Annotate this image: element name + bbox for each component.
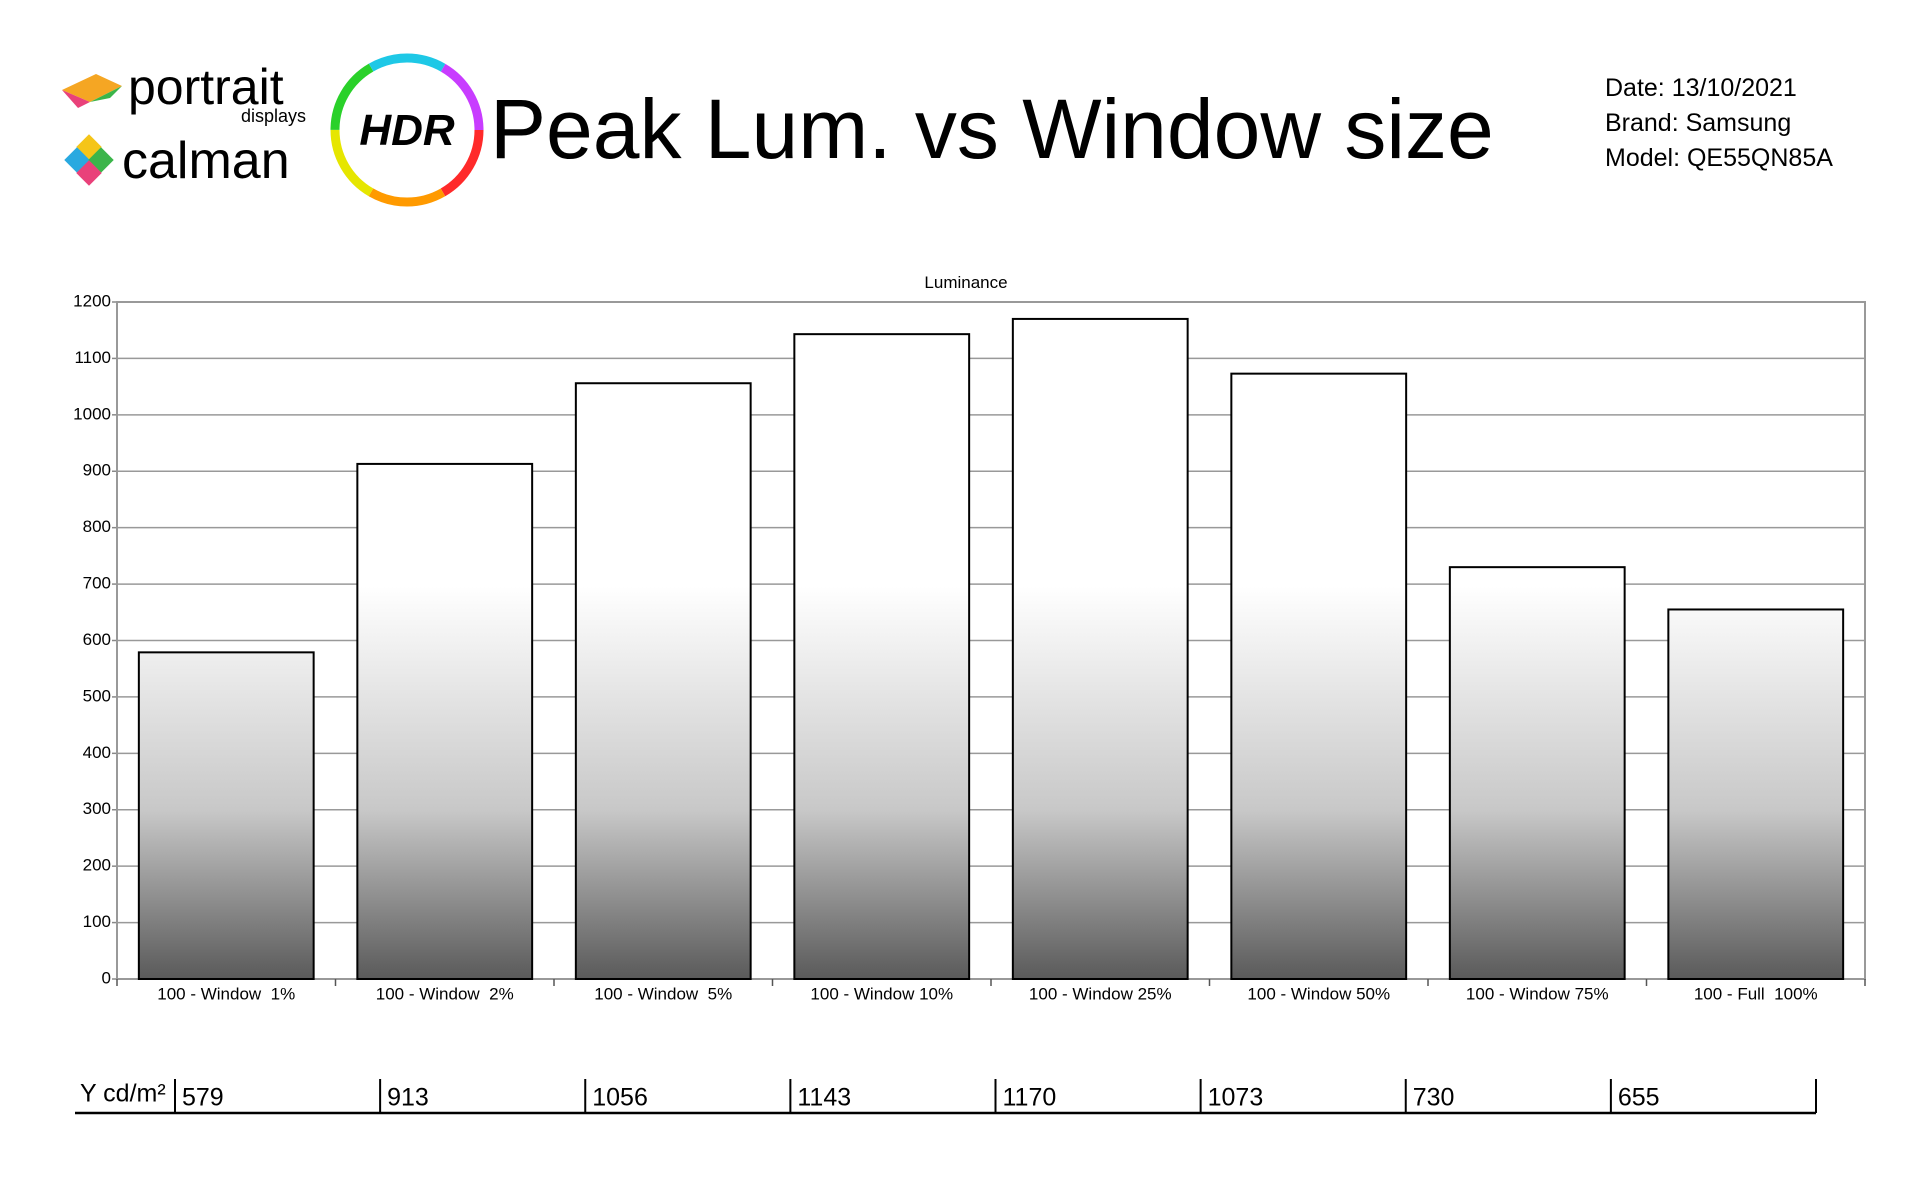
x-tick-label: 100 - Full 100% [1694,984,1818,1003]
page-title: Peak Lum. vs Window size [490,82,1494,176]
info-line: Date: 13/10/2021 [1605,74,1797,102]
table-value: 579 [182,1084,224,1112]
table-label: Y cd/m² [80,1080,166,1108]
bar [574,382,752,980]
bar [793,333,971,981]
logo-portrait: portrait displays [62,59,306,126]
x-tick-label: 100 - Window 10% [810,984,953,1003]
ring-arc [330,53,484,207]
y-tick-label: 1000 [73,404,111,423]
table-value: 1143 [797,1084,851,1112]
y-tick-label: 100 [83,912,111,931]
x-tick-label: 100 - Window 50% [1247,984,1390,1003]
table-value: 913 [387,1084,429,1112]
badge-text: HDR [359,106,455,155]
logo-chevron [62,74,122,102]
x-tick-label: 100 - Window 25% [1029,984,1172,1003]
table-value: 655 [1618,1084,1660,1112]
ring-arc [330,53,484,207]
logo-chevron [62,90,90,108]
y-tick-label: 600 [83,630,111,649]
bar [1230,372,1408,980]
ring-arc [330,53,484,207]
logo-subtext: displays [241,106,306,126]
y-tick-label: 700 [83,574,111,593]
bar [1011,317,1189,980]
logo-text: calman [122,132,290,190]
hdr-badge: HDR [330,53,484,207]
info-line: Brand: Samsung [1605,109,1791,137]
y-tick-label: 400 [83,743,111,762]
x-tick-label: 100 - Window 1% [157,984,295,1003]
y-tick-label: 200 [83,856,111,875]
table-value: 730 [1413,1084,1455,1112]
x-tick-label: 100 - Window 5% [594,984,732,1003]
y-tick-label: 1100 [74,348,111,367]
info-line: Model: QE55QN85A [1605,144,1833,172]
bar [137,651,315,980]
logo-text: portrait [128,59,284,115]
ring-arc [330,53,484,207]
y-tick-label: 300 [83,799,111,818]
bar [1667,608,1845,980]
chart-title: Luminance [924,273,1007,292]
y-tick-label: 900 [83,461,111,480]
x-tick-label: 100 - Window 75% [1466,984,1609,1003]
bar [1448,566,1626,980]
logo-chevron [90,86,122,102]
y-tick-label: 800 [83,517,111,536]
x-tick-label: 100 - Window 2% [376,984,514,1003]
logo-calman: calman [64,132,290,190]
y-tick-label: 500 [83,686,111,705]
table-value: 1170 [1003,1084,1057,1112]
y-tick-label: 1200 [73,291,111,310]
bar [356,462,534,980]
table-value: 1073 [1208,1084,1264,1112]
y-tick-label: 0 [102,968,111,987]
table-value: 1056 [592,1084,648,1112]
